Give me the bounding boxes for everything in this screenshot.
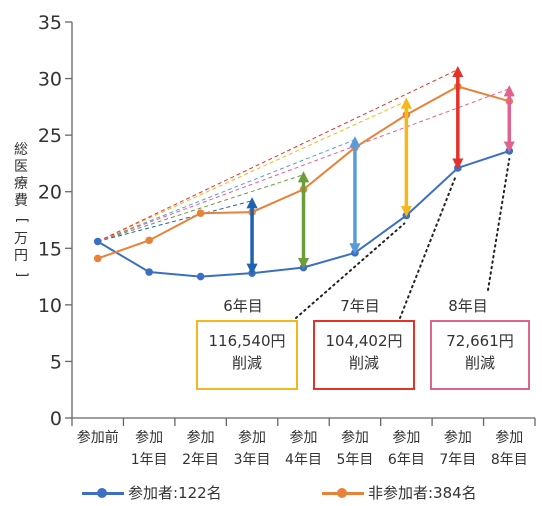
trend-line: [97, 88, 510, 242]
participants-point: [505, 147, 514, 155]
trend-line: [97, 100, 407, 242]
x-tick-label: 参加: [495, 429, 523, 446]
non-participants-point: [145, 236, 153, 245]
y-axis-label-char-4: 費: [14, 193, 28, 209]
legend-participants-label: 参加者:122名: [128, 484, 222, 502]
x-tick-label: 参加: [341, 429, 369, 446]
x-tick-label: 1年目: [131, 452, 168, 468]
x-tick-label: 参加: [392, 429, 420, 446]
annotation-6-amount: 116,540円: [208, 332, 286, 350]
y-axis-label-unit: 万円: [14, 231, 28, 264]
participants-point: [145, 268, 153, 276]
y-tick-label: 20: [38, 182, 62, 204]
x-tick-label: 参加前: [77, 429, 119, 446]
legend-non-participants-label: 非参加者:384名: [368, 484, 477, 502]
annotation-8-label: 8年目: [448, 297, 488, 315]
x-tick-label: 参加: [290, 429, 318, 446]
x-tick-label: 4年目: [285, 452, 322, 468]
y-tick-label: 15: [38, 238, 62, 260]
annotation-connector: [399, 174, 457, 319]
y-tick-label: 35: [38, 12, 62, 34]
y-axis-label-char-1: 総: [14, 142, 28, 158]
trend-line: [97, 174, 304, 242]
participants-point: [299, 263, 308, 272]
non-participants-point: [196, 209, 205, 218]
participants-point: [93, 237, 102, 246]
annotation-7-label: 7年目: [340, 297, 380, 315]
annotation-8-amount: 72,661円: [446, 332, 514, 350]
annotation-connector: [487, 157, 511, 291]
annotation-7-amount: 104,402円: [325, 332, 403, 350]
x-tick-label: 参加: [444, 429, 472, 446]
participants-point: [402, 211, 411, 220]
annotation-8-box: 72,661円 削減: [430, 320, 530, 390]
x-tick-label: 参加: [135, 429, 163, 446]
annotation-8-text: 削減: [464, 354, 495, 372]
x-tick-label: 7年目: [439, 452, 476, 468]
x-tick-label: 6年目: [388, 452, 425, 468]
legend-non-participants-swatch: [322, 486, 364, 500]
y-axis-label-bracket-open: [: [13, 217, 30, 224]
trend-line: [97, 200, 253, 242]
participants-point: [196, 272, 205, 281]
annotation-6-label: 6年目: [223, 297, 263, 315]
legend-non-participants: 非参加者:384名: [322, 482, 477, 503]
annotation-7-box: 104,402円 削減: [313, 320, 415, 390]
y-tick-label: 10: [38, 295, 62, 317]
x-tick-label: 参加: [238, 429, 266, 446]
y-tick-label: 30: [38, 69, 62, 91]
trend-line: [97, 139, 356, 242]
annotation-7-text: 削減: [348, 354, 379, 372]
x-tick-label: 8年目: [491, 452, 528, 468]
legend-participants: 参加者:122名: [82, 482, 222, 503]
x-tick-label: 5年目: [336, 452, 373, 468]
y-axis-label: 総 医 療 費 [ 万円 ]: [11, 142, 31, 283]
x-tick-label: 2年目: [182, 452, 219, 468]
x-tick-label: 参加: [187, 429, 215, 446]
y-axis-label-char-2: 医: [14, 159, 28, 175]
x-tick-label: 3年目: [234, 452, 271, 468]
legend-participants-swatch: [82, 486, 124, 500]
y-axis-label-char-3: 療: [14, 176, 28, 192]
y-axis-label-bracket-close: ]: [13, 271, 30, 278]
annotation-connector: [295, 222, 406, 319]
participants-point: [248, 269, 256, 277]
annotation-6-box: 116,540円 削減: [196, 320, 298, 390]
annotation-6-text: 削減: [231, 354, 262, 372]
non-participants-point: [93, 254, 102, 263]
trend-line: [97, 69, 459, 242]
y-tick-label: 5: [50, 351, 62, 373]
y-tick-label: 25: [38, 125, 62, 147]
participants-point: [454, 164, 462, 172]
y-tick-label: 0: [50, 408, 62, 430]
participants-point: [351, 249, 359, 257]
